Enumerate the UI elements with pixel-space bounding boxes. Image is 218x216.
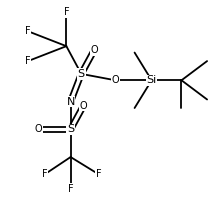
Text: F: F (68, 184, 73, 194)
Text: F: F (25, 26, 31, 36)
Text: O: O (35, 124, 43, 134)
Text: S: S (67, 124, 74, 134)
Text: Si: Si (146, 75, 157, 85)
Text: O: O (80, 101, 87, 111)
Text: O: O (112, 75, 119, 85)
Text: F: F (42, 169, 48, 179)
Text: N: N (66, 97, 75, 107)
Text: F: F (95, 169, 101, 179)
Text: O: O (90, 45, 98, 56)
Text: F: F (63, 7, 69, 17)
Text: S: S (78, 69, 85, 79)
Text: F: F (25, 56, 31, 66)
